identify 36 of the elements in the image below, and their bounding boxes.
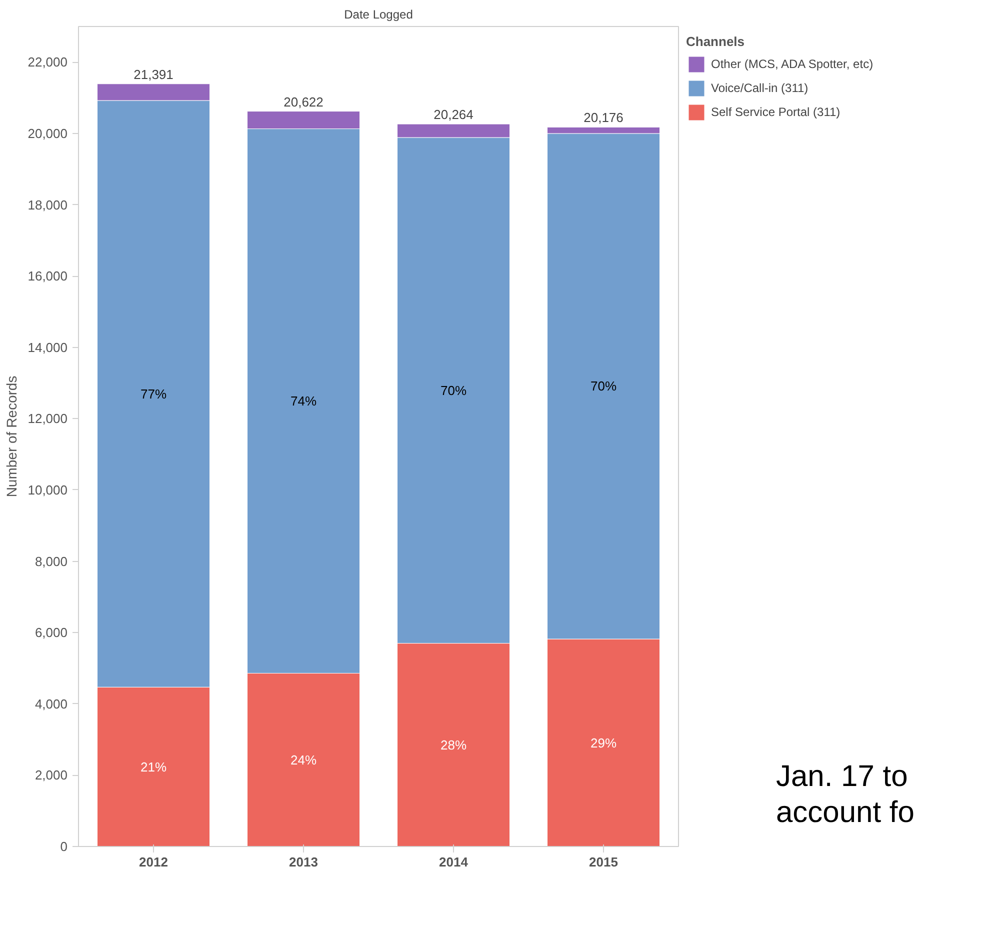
legend-title: Channels xyxy=(686,34,746,49)
y-tick-label: 20,000 xyxy=(28,126,68,141)
y-tick-label: 6,000 xyxy=(34,625,68,640)
annotation: 70% xyxy=(590,378,617,394)
x-tick-label: 2015 xyxy=(589,854,618,870)
chart-title: Date Logged xyxy=(344,8,413,22)
annotation: 28% xyxy=(440,737,467,752)
legend-label: Other (MCS, ADA Spotter, etc) xyxy=(711,57,874,71)
y-tick-label: 2,000 xyxy=(34,768,68,783)
y-tick-label: 14,000 xyxy=(28,340,68,355)
annotation: 70% xyxy=(440,382,467,398)
y-tick-label: 16,000 xyxy=(28,268,68,284)
y-tick-label: 4,000 xyxy=(34,696,68,712)
y-axis-title: Number of Records xyxy=(4,376,20,498)
y-tick-label: 12,000 xyxy=(28,411,68,426)
y-tick-label: 18,000 xyxy=(28,197,68,212)
total-label: 20,264 xyxy=(434,107,474,122)
annotation: 21% xyxy=(140,759,167,774)
y-tick-label: 22,000 xyxy=(28,54,68,70)
x-tick-label: 2013 xyxy=(289,854,318,870)
legend-label: Self Service Portal (311) xyxy=(711,105,840,119)
total-label: 21,391 xyxy=(134,66,174,82)
text: account fo xyxy=(776,796,914,829)
y-tick-label: 8,000 xyxy=(34,554,68,569)
total-label: 20,176 xyxy=(584,110,624,126)
x-tick-label: 2014 xyxy=(439,854,469,870)
y-tick-label: 0 xyxy=(60,839,68,854)
y-tick-label: 10,000 xyxy=(28,482,68,498)
x-tick-label: 2012 xyxy=(139,854,168,870)
text: Jan. 17 to xyxy=(776,760,908,793)
annotation: 77% xyxy=(140,386,167,402)
annotation: 24% xyxy=(290,752,317,768)
annotation: 29% xyxy=(590,735,617,750)
total-label: 20,622 xyxy=(284,94,324,110)
legend-label: Voice/Call-in (311) xyxy=(711,81,808,95)
annotation: 74% xyxy=(290,394,317,409)
